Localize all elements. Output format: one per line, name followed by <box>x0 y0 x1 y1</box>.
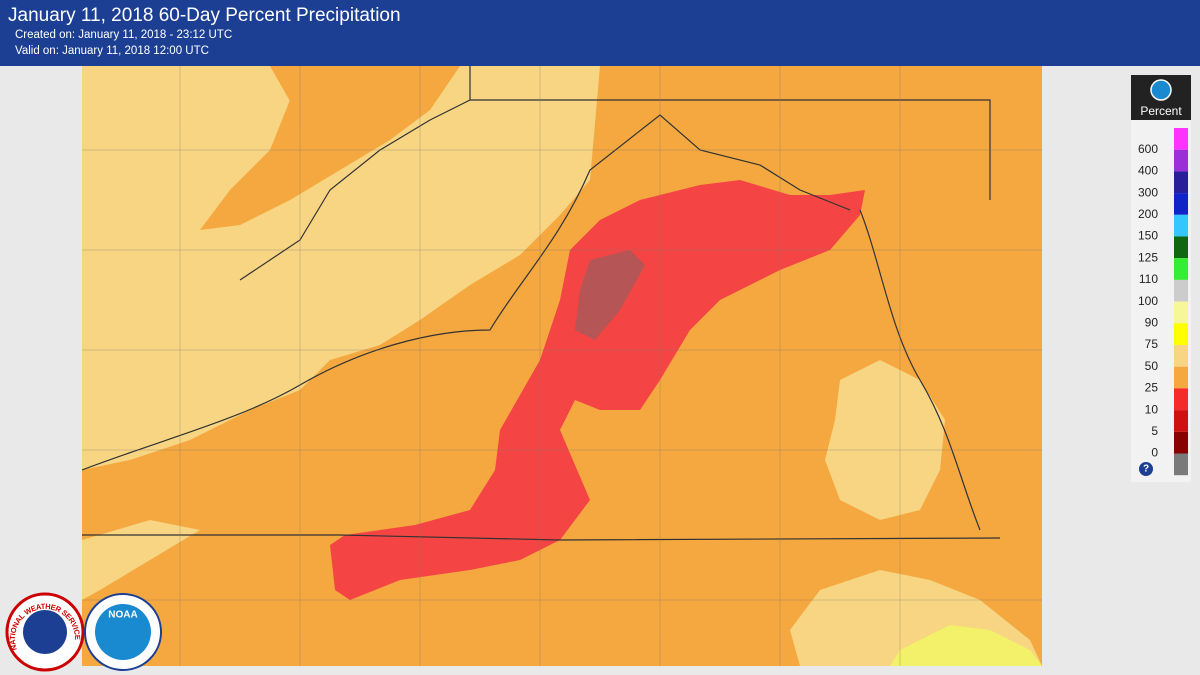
county-lines <box>82 66 1042 666</box>
help-icon[interactable] <box>1139 462 1153 476</box>
legend-label: 75 <box>1145 337 1159 351</box>
legend-label: 0 <box>1151 446 1158 460</box>
state-boundary <box>82 114 851 471</box>
legend-label: 100 <box>1138 294 1158 308</box>
legend-swatch <box>1174 366 1188 389</box>
legend-label: 600 <box>1138 142 1158 156</box>
noaa-icon <box>1150 79 1172 101</box>
legend-title: Percent <box>1140 104 1182 118</box>
dark-red-region <box>575 250 645 340</box>
light-region <box>825 360 945 520</box>
legend-swatch <box>1174 149 1188 172</box>
red-region <box>330 180 865 600</box>
legend-swatch <box>1174 193 1188 215</box>
legend-label: 300 <box>1138 185 1158 199</box>
legend-label: 150 <box>1138 229 1158 243</box>
legend-swatch <box>1174 431 1188 454</box>
legend-swatch <box>1174 258 1188 280</box>
legend-swatch <box>1174 214 1188 237</box>
light-region <box>82 520 200 600</box>
light-region <box>82 66 600 470</box>
yellow-region <box>890 625 1042 666</box>
nws-logo: NATIONAL WEATHER SERVICE <box>5 592 85 672</box>
legend-swatch <box>1174 236 1188 259</box>
created-date: Created on: January 11, 2018 - 23:12 UTC <box>15 29 233 41</box>
legend-swatch <box>1174 388 1188 411</box>
valid-date: Valid on: January 11, 2018 12:00 UTC <box>15 45 209 57</box>
legend-label: 25 <box>1145 381 1159 395</box>
noaa-logo: NOAA <box>84 593 162 671</box>
legend-swatch <box>1174 171 1188 194</box>
legend-label: 400 <box>1138 164 1158 178</box>
orange-region <box>200 66 460 230</box>
legend-swatch <box>1174 410 1188 432</box>
legend-label: 50 <box>1145 359 1159 373</box>
noaa-center <box>95 604 151 660</box>
legend-label: 90 <box>1145 315 1159 329</box>
map <box>82 66 1042 666</box>
legend-swatch <box>1174 453 1188 476</box>
coastline <box>859 209 981 531</box>
state-boundary <box>239 99 471 281</box>
title: January 11, 2018 60-Day Percent Precipit… <box>8 5 401 26</box>
noaa-text: NOAA <box>108 610 137 621</box>
legend-label: 200 <box>1138 207 1158 221</box>
legend-label: 10 <box>1145 402 1159 416</box>
legend-swatch <box>1174 301 1188 324</box>
legend-swatch <box>1174 128 1188 150</box>
legend-label: 5 <box>1151 424 1158 438</box>
legend-label: 125 <box>1138 250 1158 264</box>
legend-swatch <box>1174 345 1188 367</box>
legend-swatch <box>1174 279 1188 302</box>
help-label[interactable]: ? <box>1143 464 1149 475</box>
header: January 11, 2018 60-Day Percent Precipit… <box>0 0 1200 66</box>
legend: Percent 60040030020015012511010090755025… <box>1131 75 1191 482</box>
legend-label: 110 <box>1139 272 1158 286</box>
nws-center <box>23 610 67 654</box>
legend-swatch <box>1174 323 1188 345</box>
